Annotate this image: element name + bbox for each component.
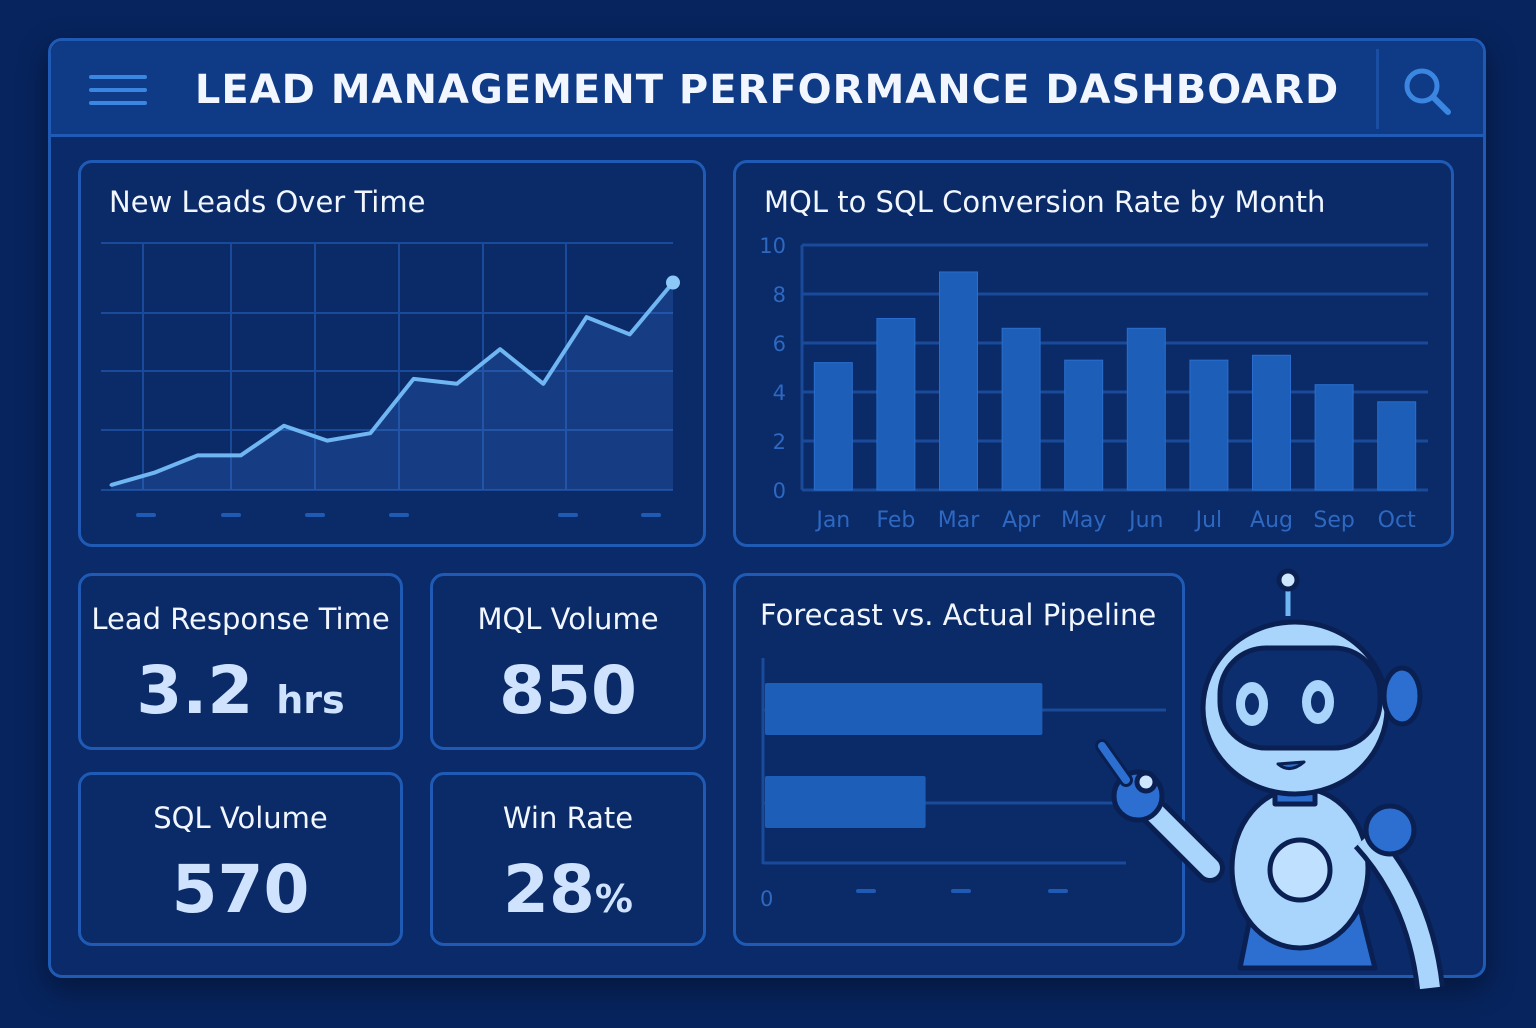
data-point: [152, 471, 156, 475]
card-title: MQL to SQL Conversion Rate by Month: [764, 185, 1326, 219]
y-tick-label: 2: [773, 430, 786, 454]
card-title: New Leads Over Time: [109, 185, 426, 219]
bar: [1377, 401, 1417, 491]
x-tick-label: Mar: [938, 508, 980, 533]
y-tick-label: 0: [773, 479, 786, 503]
bar: [1001, 327, 1041, 491]
kpi-sql-volume: SQL Volume 570: [78, 772, 403, 946]
kpi-unit: %: [594, 877, 633, 921]
header-bar: LEAD MANAGEMENT PERFORMANCE DASHBOARD: [51, 41, 1483, 137]
data-point: [325, 439, 329, 443]
bar: [939, 271, 978, 491]
bar: [1252, 354, 1291, 491]
x-tick-label: Sep: [1313, 508, 1354, 533]
data-point: [541, 382, 545, 386]
x-tick-label: Jan: [814, 508, 850, 533]
kpi-number: 3.2: [136, 652, 254, 729]
bar: [1064, 359, 1104, 491]
divider: [1376, 49, 1379, 129]
bar: [1314, 384, 1354, 491]
robot-mascot-illustration: [1095, 568, 1445, 990]
data-point: [239, 453, 243, 457]
new-leads-line-chart: [101, 242, 680, 517]
data-point: [412, 377, 416, 381]
series-line: [110, 281, 675, 487]
kpi-value: 28%: [433, 851, 703, 928]
bar: [813, 362, 853, 491]
kpi-mql-volume: MQL Volume 850: [430, 573, 706, 750]
x-tick-label: Apr: [1002, 508, 1041, 533]
data-point: [455, 382, 459, 386]
kpi-label: Win Rate: [502, 801, 634, 835]
x-tick-label: Jul: [1194, 508, 1223, 533]
bar: [765, 683, 1043, 735]
kpi-win-rate: Win Rate 28%: [430, 772, 706, 946]
line-area: [111, 282, 673, 490]
data-point: [368, 431, 372, 435]
kpi-label: MQL Volume: [477, 602, 659, 636]
x-tick-label: Aug: [1250, 508, 1293, 533]
forecast-bar-chart: 0: [760, 658, 1166, 911]
kpi-value: 850: [499, 652, 637, 729]
kpi-label: Lead Response Time: [91, 602, 390, 636]
x-tick-label: Jun: [1127, 508, 1163, 533]
hamburger-icon[interactable]: [89, 75, 147, 105]
new-leads-card: New Leads Over Time: [78, 160, 706, 547]
kpi-value: 570: [171, 851, 310, 928]
x-tick-label: Oct: [1378, 508, 1416, 533]
forecast-pipeline-card: Forecast vs. Actual Pipeline 0: [733, 573, 1185, 946]
bar: [1126, 327, 1166, 491]
search-icon[interactable]: [1401, 65, 1453, 117]
kpi-label: SQL Volume: [153, 801, 328, 835]
y-tick-label: 6: [773, 332, 786, 356]
data-point: [628, 332, 632, 336]
kpi-number: 28: [503, 851, 595, 928]
data-point: [282, 424, 286, 428]
kpi-unit: hrs: [276, 678, 345, 722]
endpoint-marker: [666, 275, 680, 290]
y-tick-label: 10: [759, 234, 786, 258]
data-point: [585, 315, 589, 319]
kpi-value: 3.2 hrs: [81, 652, 400, 729]
x-tick-label: May: [1061, 508, 1106, 533]
data-point: [195, 453, 199, 457]
data-point: [109, 483, 113, 487]
bar: [765, 776, 926, 828]
y-tick-label: 8: [773, 283, 786, 307]
bar: [876, 318, 916, 491]
kpi-lead-response-time: Lead Response Time 3.2 hrs: [78, 573, 403, 750]
x-tick-label: Feb: [876, 508, 915, 533]
conversion-rate-card: MQL to SQL Conversion Rate by Month 0 2 4 6…: [733, 160, 1454, 547]
card-title: Forecast vs. Actual Pipeline: [760, 598, 1157, 632]
y-tick-label: 4: [773, 381, 786, 405]
bar: [1189, 359, 1229, 491]
data-point: [498, 347, 502, 351]
x-tick-label: 0: [760, 887, 773, 911]
conversion-bar-chart: 0 2 4 6 8 10 Jan Feb Mar Apr May Jun Jul Aug Sep Oct: [759, 234, 1428, 533]
page-title: LEAD MANAGEMENT PERFORMANCE DASHBOARD: [194, 67, 1340, 113]
